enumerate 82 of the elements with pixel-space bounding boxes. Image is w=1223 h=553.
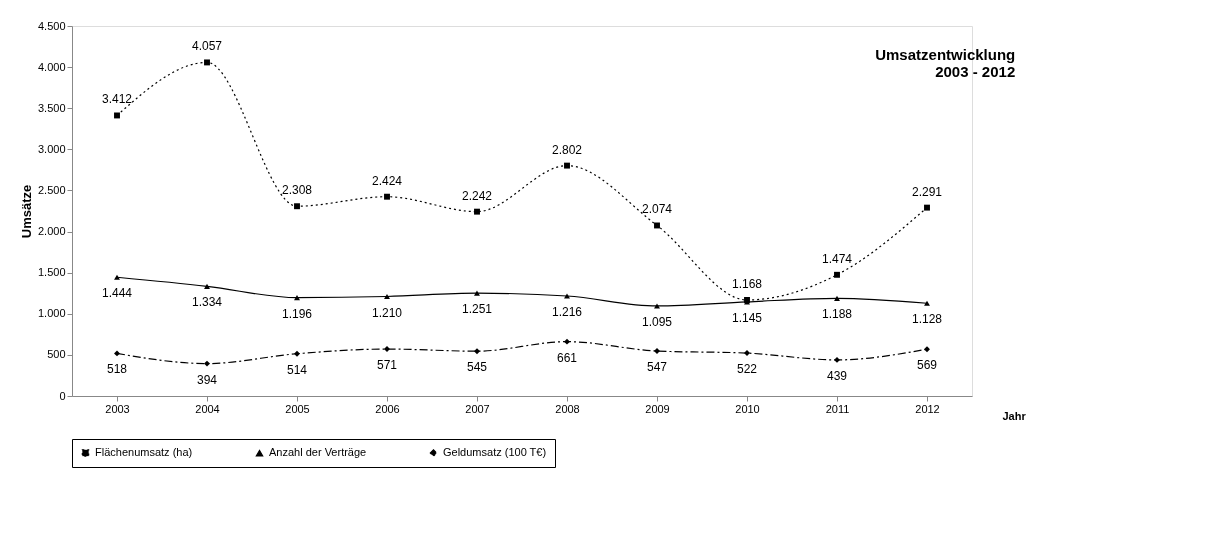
y-tick-label: 2.500 (37, 183, 66, 196)
point (564, 162, 570, 169)
point (474, 208, 480, 215)
y-tick-label: 2.000 (37, 225, 66, 238)
x-tick-label: 2011 (825, 402, 850, 415)
data-label: 2.074 (641, 202, 673, 217)
point (294, 203, 300, 210)
y-tick-label: 1.500 (37, 266, 66, 279)
data-label: 1.145 (731, 310, 763, 325)
data-label: 547 (646, 360, 668, 375)
data-label: 545 (466, 360, 488, 375)
data-label: 1.216 (551, 305, 583, 320)
data-label: 1.334 (191, 295, 223, 310)
y-tick-label: 4.500 (37, 19, 66, 32)
x-tick-label: 2009 (645, 402, 670, 415)
x-tick-label: 2004 (195, 402, 220, 415)
data-label: 1.210 (371, 305, 403, 320)
data-label: 514 (286, 362, 308, 377)
point (204, 360, 210, 367)
data-label: 4.057 (191, 39, 223, 54)
point (834, 295, 840, 301)
data-label: 1.128 (911, 312, 943, 327)
y-tick-label: 1.000 (37, 307, 66, 320)
data-label: 2.802 (551, 142, 583, 157)
x-tick-label: 2005 (285, 402, 310, 415)
point (924, 300, 930, 306)
point (654, 303, 660, 309)
data-label: 439 (826, 368, 848, 383)
point (114, 274, 120, 280)
legend-label: Flächenumsatz (ha) (95, 445, 193, 458)
data-label: 1.188 (821, 307, 853, 322)
data-label: 394 (196, 372, 218, 387)
data-label: 1.168 (731, 276, 763, 291)
data-label: 1.444 (101, 286, 133, 301)
data-label: 2.308 (281, 183, 313, 198)
point (384, 293, 390, 300)
point (834, 356, 840, 363)
text: Umsatzentwicklung 2003 - 2012 (875, 46, 1016, 80)
data-label: 2.242 (461, 188, 493, 203)
point (294, 295, 300, 301)
point (114, 112, 120, 119)
point (564, 293, 570, 299)
point (294, 350, 300, 357)
data-label: 571 (376, 358, 398, 373)
data-label: 1.474 (821, 251, 853, 266)
y-tick-label: 3.000 (37, 142, 66, 155)
data-label: 569 (916, 358, 938, 373)
point (204, 283, 210, 289)
x-tick-label: 2003 (105, 402, 130, 415)
data-label: 1.196 (281, 306, 313, 321)
data-label: 2.291 (911, 184, 943, 199)
x-tick-label: 2007 (465, 402, 490, 415)
y-axis-title: Umsätze (18, 184, 34, 239)
y-tick-label: 4.000 (37, 60, 66, 73)
x-axis-title: Jahr (1002, 409, 1027, 422)
data-label: 3.412 (101, 92, 133, 107)
point (204, 59, 210, 66)
point (564, 338, 570, 345)
point (924, 346, 930, 353)
point (744, 350, 750, 357)
data-label: 1.251 (461, 302, 493, 317)
point (474, 290, 480, 296)
point (114, 350, 120, 357)
point (384, 193, 390, 200)
data-label: 522 (736, 362, 758, 377)
point (834, 271, 840, 278)
point (384, 346, 390, 353)
legend-label: Anzahl der Verträge (269, 446, 367, 459)
data-label: 661 (556, 350, 578, 365)
legend-label: Geldumsatz (100 T€) (443, 445, 547, 458)
data-label: 518 (106, 362, 128, 377)
data-label: 1.095 (641, 314, 673, 329)
x-tick-label: 2010 (735, 402, 760, 415)
x-tick-label: 2008 (555, 402, 580, 415)
point (924, 204, 930, 211)
data-label: 2.424 (371, 173, 403, 188)
point (474, 348, 480, 355)
x-tick-label: 2006 (375, 402, 400, 415)
y-tick-label: 0 (59, 389, 66, 402)
y-tick-label: 3.500 (37, 101, 66, 114)
y-tick-label: 500 (47, 348, 66, 361)
x-tick-label: 2012 (915, 402, 940, 415)
